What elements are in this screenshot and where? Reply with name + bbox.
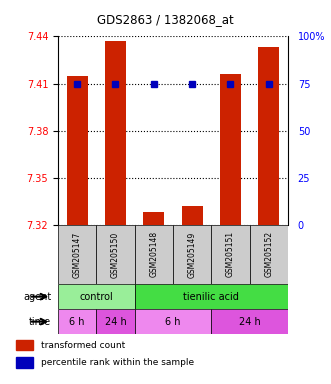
Bar	[16, 357, 33, 368]
Text: GSM205151: GSM205151	[226, 231, 235, 278]
Bar	[67, 76, 88, 225]
Bar	[143, 212, 164, 225]
Bar	[220, 74, 241, 225]
Text: GSM205149: GSM205149	[188, 231, 197, 278]
Text: GSM205152: GSM205152	[264, 231, 273, 278]
Text: 24 h: 24 h	[239, 316, 260, 327]
Text: 24 h: 24 h	[105, 316, 126, 327]
Text: agent: agent	[23, 291, 51, 302]
Text: transformed count: transformed count	[41, 341, 125, 350]
Text: time: time	[29, 316, 51, 327]
Bar	[96, 309, 135, 334]
Bar	[258, 48, 279, 225]
Bar	[173, 225, 211, 284]
Bar	[96, 225, 135, 284]
Text: GSM205147: GSM205147	[72, 231, 82, 278]
Bar	[16, 340, 33, 350]
Text: GSM205148: GSM205148	[149, 231, 158, 278]
Text: percentile rank within the sample: percentile rank within the sample	[41, 358, 194, 367]
Bar	[135, 284, 288, 309]
Bar	[211, 309, 288, 334]
Text: tienilic acid: tienilic acid	[183, 291, 239, 302]
Bar	[211, 225, 250, 284]
Bar	[135, 225, 173, 284]
Text: 6 h: 6 h	[165, 316, 181, 327]
Bar	[135, 309, 211, 334]
Bar	[250, 225, 288, 284]
Text: GDS2863 / 1382068_at: GDS2863 / 1382068_at	[97, 13, 234, 26]
Text: GSM205150: GSM205150	[111, 231, 120, 278]
Bar	[58, 225, 96, 284]
Text: control: control	[79, 291, 113, 302]
Bar	[182, 206, 203, 225]
Text: 6 h: 6 h	[70, 316, 85, 327]
Bar	[105, 41, 126, 225]
Bar	[58, 284, 135, 309]
Bar	[58, 309, 96, 334]
